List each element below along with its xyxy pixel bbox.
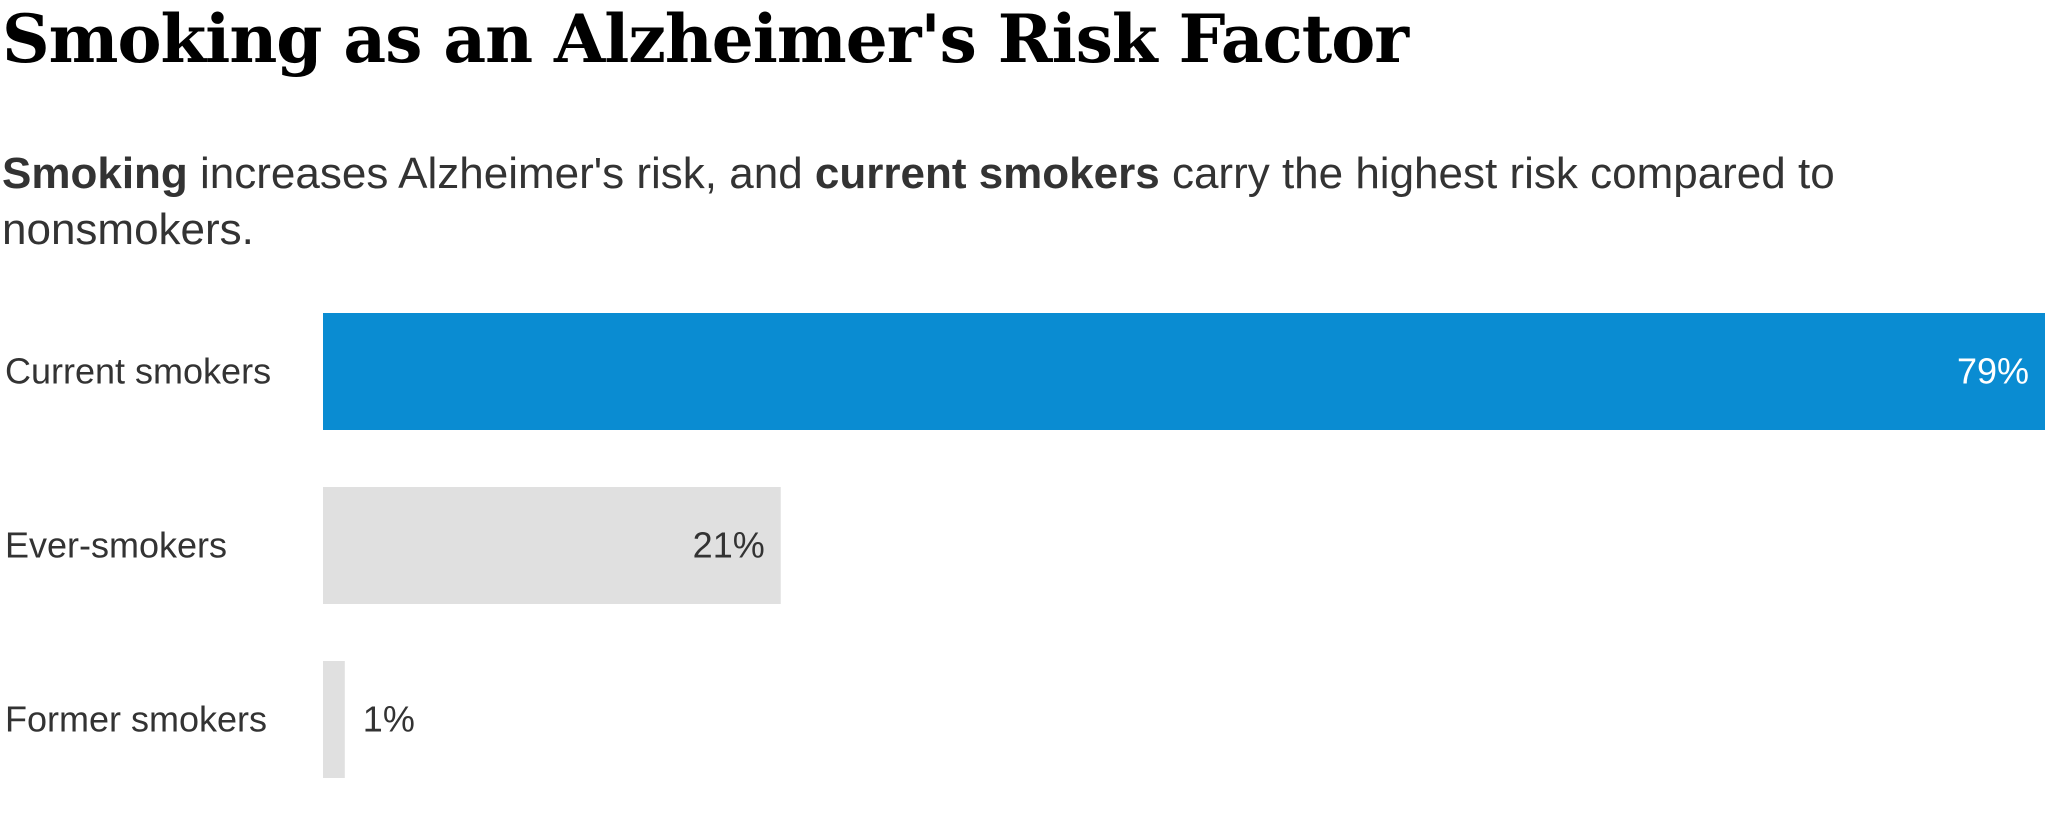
value-label: 21%	[693, 525, 765, 566]
category-label: Ever-smokers	[5, 525, 227, 566]
value-label: 79%	[1957, 351, 2029, 392]
subtitle-part: current smokers	[814, 149, 1160, 198]
bar	[323, 661, 345, 778]
chart-title: Smoking as an Alzheimer's Risk Factor	[2, 0, 1409, 78]
chart-subtitle: Smoking increases Alzheimer's risk, and …	[2, 146, 2032, 258]
subtitle-part: Smoking	[2, 149, 188, 198]
subtitle-part: increases Alzheimer's risk, and	[187, 149, 815, 198]
category-label: Former smokers	[5, 699, 267, 740]
value-label: 1%	[363, 699, 415, 740]
bar	[323, 487, 781, 604]
category-label: Current smokers	[5, 351, 271, 392]
bar	[323, 313, 2045, 430]
subtitle-part: carry the highest risk compared to nonsm…	[2, 149, 1835, 254]
